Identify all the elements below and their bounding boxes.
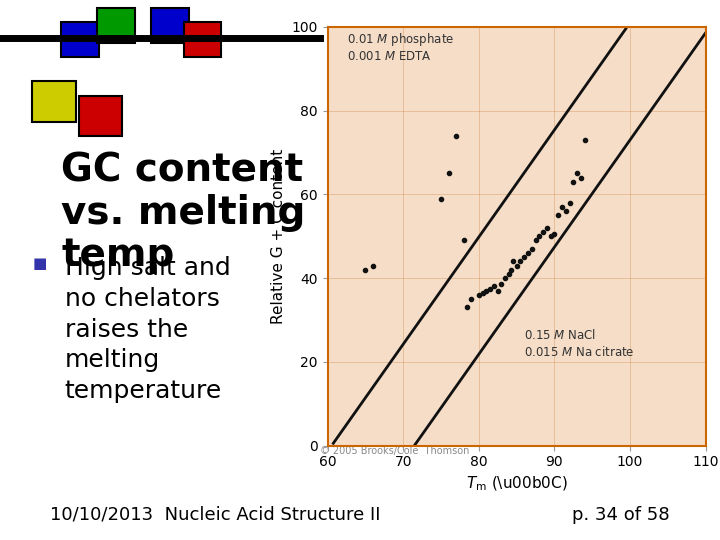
Point (485, 284, 496, 293)
Text: 0.01 $M$ phosphate
0.001 $M$ EDTA: 0.01 $M$ phosphate 0.001 $M$ EDTA (346, 31, 454, 63)
Point (575, 173, 587, 182)
Point (526, 245, 537, 253)
Point (466, 295, 477, 303)
X-axis label: $T_{\mathrm{m}}$ (\u00b0C): $T_{\mathrm{m}}$ (\u00b0C) (466, 475, 567, 493)
Point (367, 261, 379, 270)
Point (436, 194, 447, 203)
Text: GC content
vs. melting
temp: GC content vs. melting temp (61, 151, 305, 274)
Bar (32, 81, 76, 122)
Point (462, 303, 473, 312)
Bar (184, 22, 221, 57)
Point (518, 253, 530, 261)
Text: © 2005 Brooks/Cole  Thomson: © 2005 Brooks/Cole Thomson (320, 446, 469, 456)
Point (488, 282, 500, 291)
Point (360, 266, 372, 274)
Point (481, 286, 492, 295)
Text: High salt and
no chelators
raises the
melting
temperature: High salt and no chelators raises the me… (65, 256, 230, 403)
Point (567, 178, 579, 186)
Point (477, 288, 488, 297)
Point (515, 257, 526, 266)
Point (579, 136, 590, 144)
Point (560, 207, 572, 215)
Point (541, 224, 553, 232)
Bar (151, 8, 189, 43)
Text: p. 34 of 58: p. 34 of 58 (572, 506, 670, 524)
Point (534, 232, 545, 241)
Text: 10/10/2013  Nucleic Acid Structure II: 10/10/2013 Nucleic Acid Structure II (50, 506, 381, 524)
Bar (79, 96, 122, 136)
Point (492, 286, 503, 295)
Point (451, 131, 462, 140)
Point (545, 232, 557, 241)
Point (537, 228, 549, 237)
Y-axis label: Relative G + C content: Relative G + C content (271, 148, 286, 324)
Point (473, 291, 485, 299)
Bar (61, 22, 99, 57)
Point (496, 280, 508, 289)
Point (530, 236, 541, 245)
Point (443, 169, 454, 178)
Point (503, 269, 515, 278)
Text: 0.15 $M$ NaCl
0.015 $M$ Na citrate: 0.15 $M$ NaCl 0.015 $M$ Na citrate (524, 328, 635, 359)
Point (572, 169, 583, 178)
Point (507, 257, 518, 266)
Point (511, 261, 523, 270)
Point (500, 274, 511, 282)
Point (552, 211, 564, 220)
Point (522, 248, 534, 258)
Point (564, 198, 575, 207)
Point (458, 236, 469, 245)
Bar (97, 8, 135, 43)
Point (549, 230, 560, 239)
Text: ■: ■ (32, 256, 47, 272)
Point (505, 266, 516, 274)
Point (557, 202, 568, 211)
